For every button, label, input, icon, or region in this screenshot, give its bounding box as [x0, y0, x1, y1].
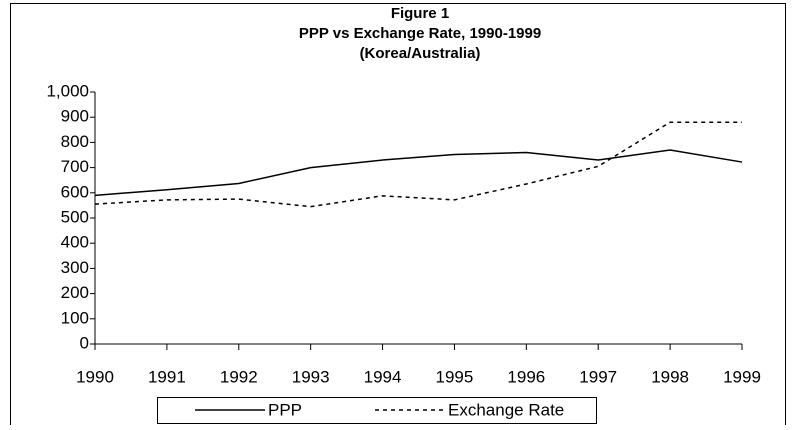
x-tick-label: 1992	[220, 367, 258, 386]
line-series	[94, 121, 742, 208]
y-tick-label: 0	[80, 333, 89, 352]
chart-subtitle: (Korea/Australia)	[360, 45, 481, 62]
x-tick-label: 1993	[292, 367, 330, 386]
x-tick-label: 1994	[364, 367, 402, 386]
y-tick-label: 800	[61, 132, 89, 151]
chart-title: Figure 1	[391, 5, 449, 22]
y-tick-label: 400	[61, 233, 89, 252]
line-series	[94, 149, 743, 197]
x-tick-label: 1999	[723, 367, 761, 386]
x-tick-label: 1996	[507, 367, 545, 386]
chart-frame	[10, 3, 786, 430]
x-tick-label: 1990	[76, 367, 114, 386]
legend-label: Exchange Rate	[448, 400, 564, 419]
x-tick-label: 1991	[148, 367, 186, 386]
legend-label: PPP	[268, 400, 302, 419]
x-tick-label: 1995	[436, 367, 474, 386]
y-tick-label: 100	[61, 308, 89, 327]
y-tick-label: 900	[61, 107, 89, 126]
y-tick-label: 700	[61, 157, 89, 176]
y-tick-label: 200	[61, 283, 89, 302]
y-tick-label: 1,000	[46, 81, 89, 100]
y-tick-label: 300	[61, 258, 89, 277]
y-tick-label: 500	[61, 207, 89, 226]
chart-subtitle: PPP vs Exchange Rate, 1990-1999	[299, 25, 541, 42]
y-tick-label: 600	[61, 182, 89, 201]
x-tick-label: 1998	[651, 367, 689, 386]
x-tick-label: 1997	[579, 367, 617, 386]
